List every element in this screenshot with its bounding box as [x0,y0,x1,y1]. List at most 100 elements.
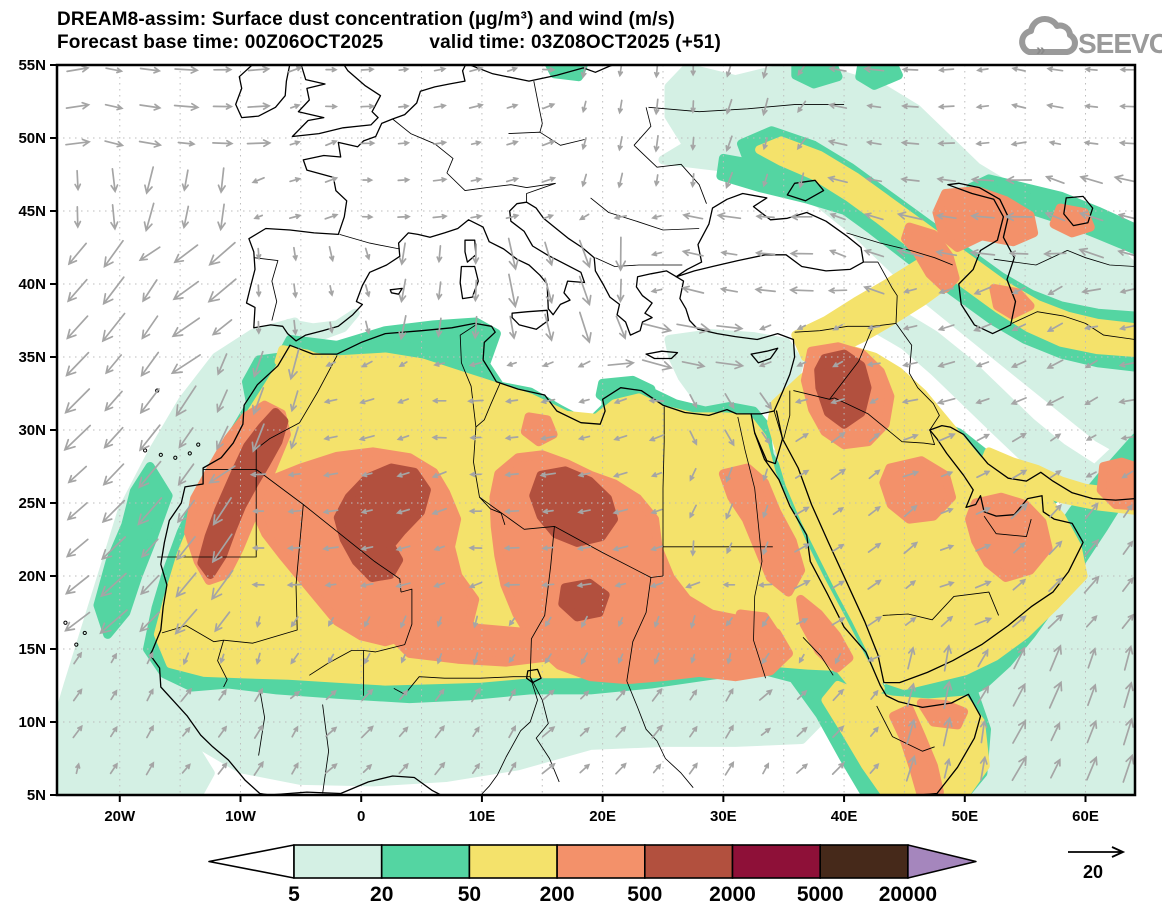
wind-arrow [581,615,588,629]
wind-arrow [65,351,90,377]
wind-arrow [64,611,91,632]
wind-arrow [581,173,588,188]
wind-arrow [796,763,809,774]
wind-arrow [832,323,843,331]
wind-arrow [66,278,88,303]
wind-arrow [364,247,371,261]
wind-arrow [577,508,591,515]
country-border [895,323,940,431]
wind-arrow [831,580,845,589]
wind-arrow [1011,103,1027,109]
wind-arrow [896,211,924,221]
wind-arrow [977,648,989,668]
wind-arrow [328,245,335,263]
wind-arrow [651,687,663,702]
wind-arrow [716,323,744,333]
wind-arrow [66,315,89,340]
wind-arrow [109,725,118,738]
wind-arrow [827,139,848,147]
wind-arrow [398,66,410,73]
wind-arrow [1084,538,1100,557]
wind-arrow [794,469,810,479]
wind-arrow [398,762,409,775]
wind-arrow [101,312,126,343]
wind-arrow [290,616,299,628]
wind-arrow [322,545,339,552]
island-dot [196,442,201,447]
wind-arrow [396,471,410,478]
wind-arrow [725,617,733,627]
wind-arrow [255,616,261,629]
dust-region-orange [879,456,956,524]
wind-arrow [935,212,957,220]
wind-arrow [215,425,229,451]
wind-arrow [1010,502,1029,520]
wind-arrow [613,398,627,405]
wind-reference-label: 20 [1083,862,1103,882]
wind-arrow [110,652,118,664]
wind-arrow [360,472,373,478]
wind-arrow [217,725,228,738]
wind-arrow [212,139,234,147]
wind-arrow [1083,575,1100,594]
wind-arrow [797,65,806,77]
legend-value-label: 50 [458,883,481,906]
country-border [595,257,683,267]
dust-region-darkred [529,466,618,547]
wind-arrow [975,397,990,405]
dust-region-teal [855,65,903,90]
wind-arrow [650,508,663,515]
wind-arrow [1008,250,1029,257]
wind-arrow [940,615,954,628]
wind-arrow [471,762,481,775]
wind-arrow [863,212,884,221]
wind-arrow [865,140,882,146]
wind-arrow [904,616,917,626]
wind-arrow [720,250,738,256]
wind-arrow [110,689,118,701]
wind-arrow [1050,721,1061,742]
wind-arrow [103,426,124,449]
wind-arrow [832,360,844,368]
wind-arrow [758,361,772,368]
wind-arrow [724,761,735,776]
wind-arrow [754,286,776,294]
lon-tick-label: 10E [469,808,496,825]
coastline [675,276,796,412]
country-border [217,640,228,688]
coastline [929,424,1135,501]
wind-arrow [794,398,808,404]
wind-arrow [292,319,298,336]
wind-arrow [688,762,698,775]
wind-reference-arrow [1068,846,1126,858]
dust-region-orange [718,463,806,597]
wind-arrow [436,616,442,628]
legend-value-label: 200 [540,883,575,906]
wind-arrow [472,243,480,265]
coastline [235,65,291,119]
wind-arrow [100,536,127,561]
country-border [392,118,454,174]
wind-arrow [831,617,846,626]
wind-arrow [434,688,445,702]
wind-arrow [431,398,447,404]
wind-arrow [834,653,842,665]
country-border [993,249,1135,267]
wind-arrow [973,286,992,295]
coastline [947,182,1017,335]
wind-arrow [395,582,411,589]
wind-arrow [137,497,163,526]
legend-value-label: 2000 [709,883,756,906]
wind-arrow [433,361,446,367]
wind-arrow [1046,359,1064,369]
wind-arrow [1084,502,1099,520]
wind-arrow [431,507,448,515]
wind-arrow [653,98,660,116]
legend-segment [819,844,909,879]
wind-arrow [542,689,555,701]
wind-arrow [359,398,375,405]
wind-arrow [508,724,516,739]
wind-arrow [398,361,408,368]
legend-value-label: 500 [627,883,662,906]
wind-arrow [617,616,624,628]
